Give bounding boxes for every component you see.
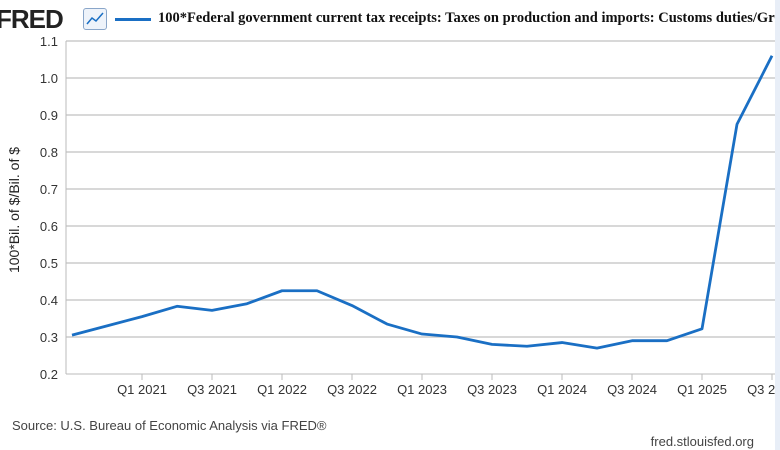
series-line — [71, 55, 774, 350]
y-tick-label: 0.9 — [40, 108, 58, 123]
x-tick-label: Q3 2025 — [747, 382, 780, 397]
y-tick-label: 0.3 — [40, 330, 58, 345]
x-tick-label: Q3 2023 — [467, 382, 517, 397]
fred-logo[interactable]: FRED — [0, 4, 64, 34]
chart-header: FRED 100*Federal government current tax … — [0, 0, 780, 36]
x-tick-label: Q3 2022 — [327, 382, 377, 397]
legend-swatch — [115, 18, 151, 21]
y-tick-label: 0.6 — [40, 219, 58, 234]
x-tick-label: Q1 2025 — [677, 382, 727, 397]
chart-icon — [83, 8, 107, 30]
x-tick-label: Q1 2021 — [117, 382, 167, 397]
plot-area — [66, 41, 780, 374]
y-tick-label: 0.5 — [40, 256, 58, 271]
series-title: 100*Federal government current tax recei… — [158, 10, 780, 26]
x-tick-label: Q3 2021 — [187, 382, 237, 397]
y-tick-label: 1.0 — [40, 71, 58, 86]
x-tick-label: Q3 2024 — [607, 382, 657, 397]
source-note: Source: U.S. Bureau of Economic Analysis… — [12, 418, 327, 433]
site-credit[interactable]: fred.stlouisfed.org — [650, 434, 754, 449]
y-tick-label: 0.4 — [40, 293, 58, 308]
x-tick-label: Q1 2022 — [257, 382, 307, 397]
y-tick-label: 1.1 — [40, 34, 58, 49]
x-tick-label: Q1 2023 — [397, 382, 447, 397]
y-axis-label: 100*Bil. of $/Bil. of $ — [6, 146, 22, 274]
x-tick-label: Q1 2024 — [537, 382, 587, 397]
y-tick-label: 0.7 — [40, 182, 58, 197]
right-edge — [775, 0, 780, 450]
y-tick-label: 0.8 — [40, 145, 58, 160]
y-tick-label: 0.2 — [40, 367, 58, 382]
